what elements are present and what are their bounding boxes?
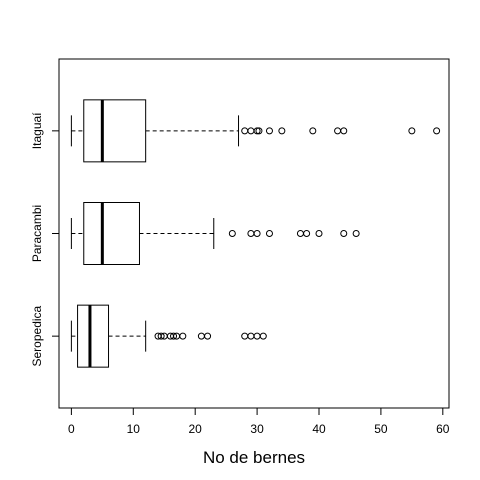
x-tick-label: 0 xyxy=(68,422,75,436)
y-category-label: Seropedica xyxy=(30,305,44,366)
x-tick-label: 50 xyxy=(374,422,388,436)
outlier-point xyxy=(408,127,416,135)
outlier-point xyxy=(253,230,261,237)
x-axis: 0 10 20 30 40 50 60 xyxy=(68,407,450,436)
box-group: Seropedica xyxy=(30,304,267,368)
boxes: Seropedica Paracambi Itaguaí xyxy=(30,99,441,368)
outlier-point xyxy=(157,332,165,340)
x-tick-label: 60 xyxy=(436,422,450,436)
x-tick-label: 40 xyxy=(312,422,326,436)
outlier-point xyxy=(170,332,178,340)
outlier-point xyxy=(179,332,187,340)
outlier-point xyxy=(204,332,212,340)
outlier-point xyxy=(228,230,236,237)
outlier-point xyxy=(253,127,261,135)
outlier-point xyxy=(265,230,273,237)
iqr-box xyxy=(77,304,110,368)
outlier-point xyxy=(255,127,263,135)
box-group: Paracambi xyxy=(30,202,360,265)
outlier-point xyxy=(340,127,348,135)
outlier-point xyxy=(265,127,273,135)
iqr-box xyxy=(83,99,147,163)
iqr-box xyxy=(83,202,140,265)
outlier-point xyxy=(259,332,267,340)
outlier-point xyxy=(315,230,323,237)
outlier-point xyxy=(303,230,311,237)
x-tick-label: 20 xyxy=(189,422,203,436)
x-tick-label: 10 xyxy=(127,422,141,436)
outlier-point xyxy=(352,230,360,237)
y-category-label: Itaguaí xyxy=(30,112,44,149)
y-category-label: Paracambi xyxy=(30,205,44,262)
x-axis-title: No de bernes xyxy=(203,448,305,467)
outlier-point xyxy=(340,230,348,237)
outlier-point xyxy=(309,127,317,135)
outlier-point xyxy=(278,127,286,135)
x-tick-label: 30 xyxy=(250,422,264,436)
box-group: Itaguaí xyxy=(30,99,441,163)
outlier-point xyxy=(433,127,441,135)
